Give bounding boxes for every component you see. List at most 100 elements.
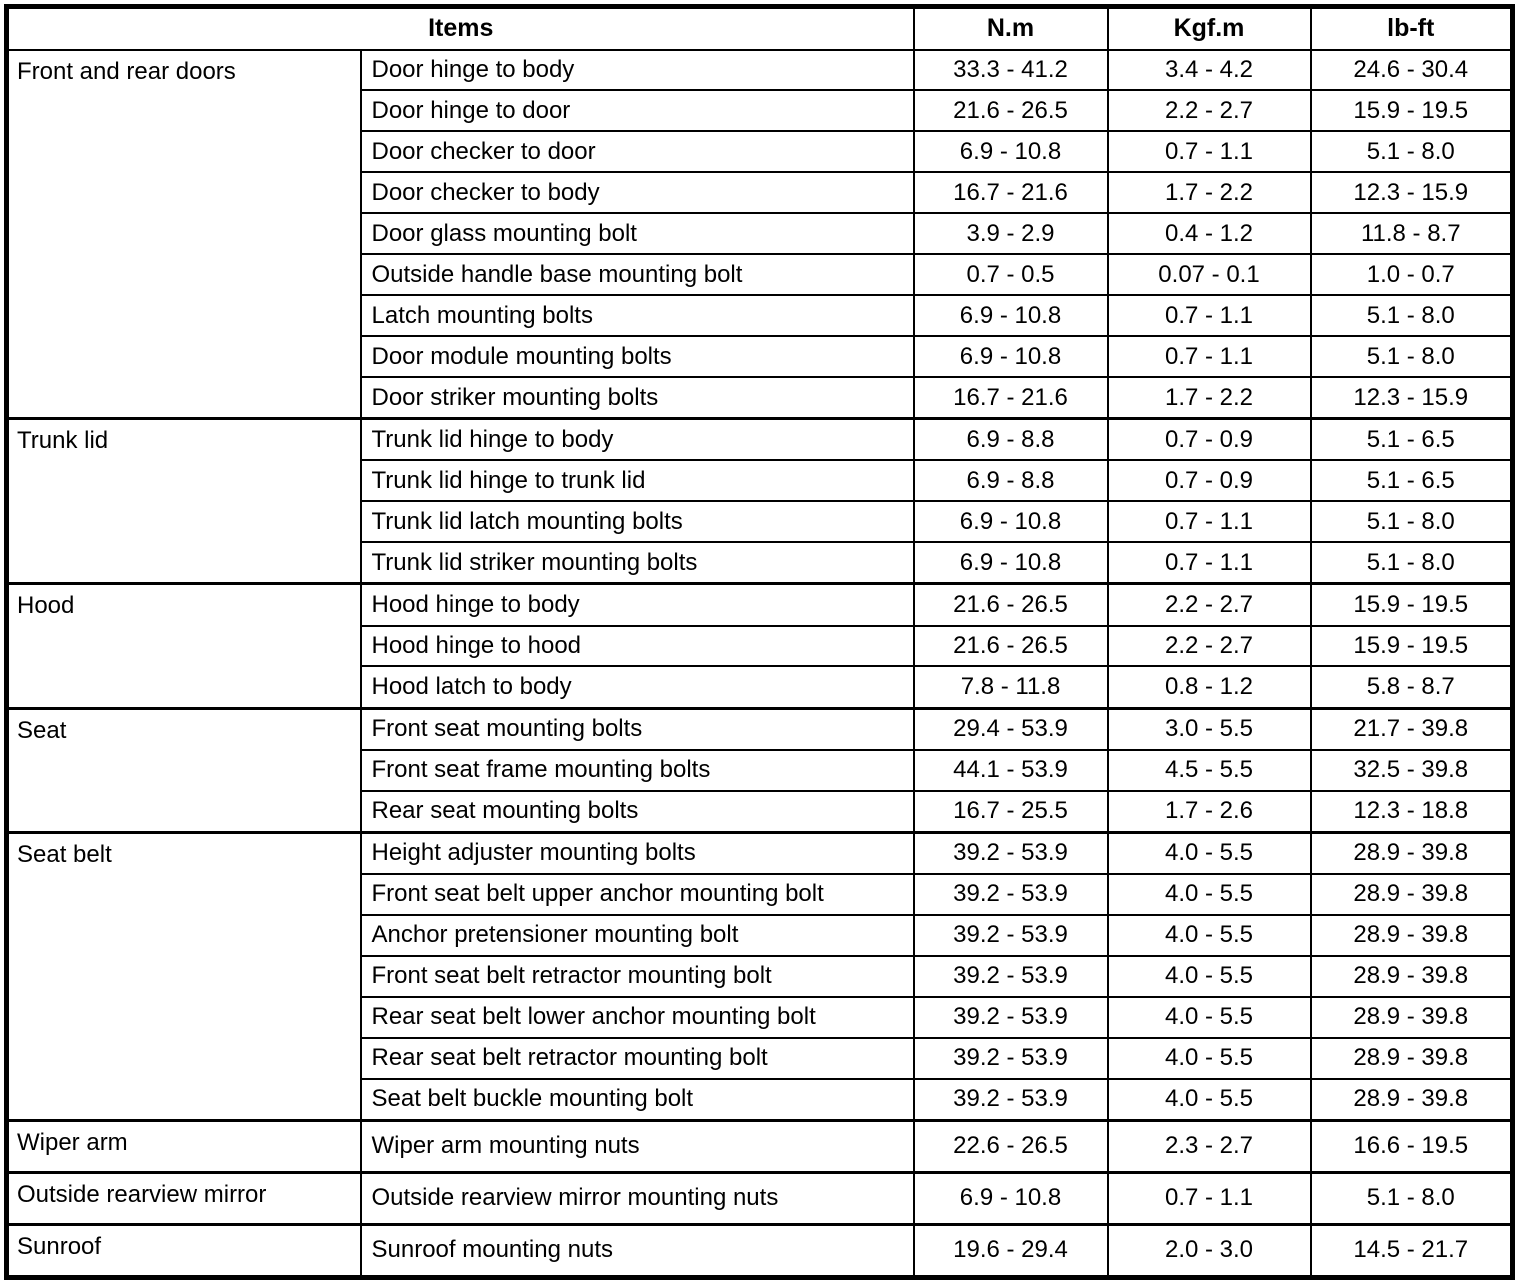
table-row: Door checker to door 6.9 - 10.8 0.7 - 1.1 5…	[7, 130, 1514, 174]
kgfm-value: 2.2 - 2.7	[1106, 624, 1312, 668]
lbft-value: 5.1 - 8.0	[1309, 294, 1514, 338]
lbft-value: 12.3 - 15.9	[1309, 376, 1514, 420]
lbft-value: 5.1 - 8.0	[1309, 541, 1514, 585]
item-cell: Rear seat mounting bolts	[359, 789, 915, 834]
item-cell: Hood hinge to hood	[359, 624, 915, 668]
kgfm-value: 4.0 - 5.5	[1106, 830, 1312, 875]
nm-value: 39.2 - 53.9	[912, 954, 1109, 998]
lbft-value: 5.1 - 8.0	[1309, 335, 1514, 379]
item-cell: Anchor pretensioner mounting bolt	[359, 913, 915, 957]
kgfm-value: 4.0 - 5.5	[1106, 1036, 1312, 1080]
item-cell: Door hinge to door	[359, 89, 915, 133]
nm-value: 6.9 - 10.8	[912, 130, 1109, 174]
lbft-value: 28.9 - 39.8	[1309, 1077, 1514, 1122]
kgfm-value: 0.8 - 1.2	[1106, 665, 1312, 710]
kgfm-value: 4.0 - 5.5	[1106, 872, 1312, 916]
item-cell: Front seat belt upper anchor mounting bo…	[359, 872, 915, 916]
kgfm-value: 1.7 - 2.2	[1106, 171, 1312, 215]
header-row: Items N.m Kgf.m lb-ft	[5, 5, 1514, 51]
nm-value: 39.2 - 53.9	[912, 913, 1109, 957]
kgfm-value: 0.7 - 1.1	[1106, 500, 1312, 544]
table-row: Rear seat belt retractor mounting bolt 39…	[7, 1036, 1514, 1080]
item-cell: Front seat frame mounting bolts	[359, 748, 915, 792]
item-cell: Door checker to door	[359, 130, 915, 174]
lbft-value: 28.9 - 39.8	[1309, 954, 1514, 998]
nm-value: 39.2 - 53.9	[912, 1077, 1109, 1122]
kgfm-value: 2.0 - 3.0	[1106, 1222, 1312, 1279]
item-cell: Trunk lid hinge to trunk lid	[359, 459, 915, 503]
nm-value: 0.7 - 0.5	[912, 253, 1109, 297]
kgfm-value: 0.7 - 1.1	[1106, 335, 1312, 379]
lbft-value: 28.9 - 39.8	[1309, 1036, 1514, 1080]
kgfm-value: 0.7 - 1.1	[1106, 541, 1312, 585]
lbft-value: 5.1 - 6.5	[1309, 417, 1514, 462]
item-cell: Rear seat belt lower anchor mounting bol…	[359, 995, 915, 1039]
lbft-value: 5.1 - 8.0	[1309, 1170, 1514, 1226]
item-cell: Front seat mounting bolts	[359, 706, 915, 751]
item-cell: Hood hinge to body	[359, 582, 915, 627]
nm-value: 22.6 - 26.5	[912, 1118, 1109, 1174]
lbft-value: 12.3 - 15.9	[1309, 171, 1514, 215]
item-cell: Door checker to body	[359, 171, 915, 215]
kgfm-value: 2.3 - 2.7	[1106, 1118, 1312, 1174]
header-items: Items	[5, 5, 915, 51]
nm-value: 6.9 - 10.8	[912, 335, 1109, 379]
table-row: Seat belt Height adjuster mounting bolts 3…	[5, 830, 1514, 1122]
kgfm-value: 0.7 - 0.9	[1106, 459, 1312, 503]
table-row: Hood hinge to hood 21.6 - 26.5 2.2 - 2.7 15…	[7, 624, 1514, 668]
lbft-value: 15.9 - 19.5	[1309, 89, 1514, 133]
nm-value: 6.9 - 10.8	[912, 541, 1109, 585]
nm-value: 3.9 - 2.9	[912, 212, 1109, 256]
lbft-value: 28.9 - 39.8	[1309, 913, 1514, 957]
table-row: Rear seat mounting bolts 16.7 - 25.5 1.7 -…	[7, 789, 1514, 834]
nm-value: 6.9 - 8.8	[912, 459, 1109, 503]
nm-value: 39.2 - 53.9	[912, 872, 1109, 916]
item-cell: Door module mounting bolts	[359, 335, 915, 379]
item-cell: Seat belt buckle mounting bolt	[359, 1077, 915, 1122]
table-row: Sunroof Sunroof mounting nuts 19.6 - 29.4 2…	[5, 1222, 1514, 1279]
nm-value: 16.7 - 25.5	[912, 789, 1109, 834]
table-row: Wiper arm Wiper arm mounting nuts 22.6 - 2…	[5, 1118, 1514, 1174]
nm-value: 16.7 - 21.6	[912, 376, 1109, 420]
torque-spec-table: Items N.m Kgf.m lb-ft Front and rear doo…	[4, 4, 1515, 1280]
item-cell: Rear seat belt retractor mounting bolt	[359, 1036, 915, 1080]
table-row: Seat belt buckle mounting bolt 39.2 - 53.…	[7, 1077, 1514, 1122]
nm-value: 7.8 - 11.8	[912, 665, 1109, 710]
nm-value: 39.2 - 53.9	[912, 995, 1109, 1039]
nm-value: 29.4 - 53.9	[912, 706, 1109, 751]
lbft-value: 5.8 - 8.7	[1309, 665, 1514, 710]
kgfm-value: 4.0 - 5.5	[1106, 954, 1312, 998]
lbft-value: 5.1 - 8.0	[1309, 130, 1514, 174]
kgfm-value: 2.2 - 2.7	[1106, 582, 1312, 627]
table-row: Hood Hood hinge to body 21.6 - 26.5 2.2 - 2…	[5, 582, 1514, 710]
kgfm-value: 0.07 - 0.1	[1106, 253, 1312, 297]
kgfm-value: 2.2 - 2.7	[1106, 89, 1312, 133]
item-cell: Wiper arm mounting nuts	[359, 1118, 915, 1174]
group-label: Sunroof	[5, 1222, 362, 1279]
group-label: Wiper arm	[5, 1118, 362, 1174]
item-cell: Outside rearview mirror mounting nuts	[359, 1170, 915, 1226]
item-cell: Trunk lid latch mounting bolts	[359, 500, 915, 544]
lbft-value: 15.9 - 19.5	[1309, 582, 1514, 627]
lbft-value: 32.5 - 39.8	[1309, 748, 1514, 792]
table-row: Door hinge to door 21.6 - 26.5 2.2 - 2.7 15…	[7, 89, 1514, 133]
kgfm-value: 1.7 - 2.6	[1106, 789, 1312, 834]
item-cell: Hood latch to body	[359, 665, 915, 710]
lbft-value: 15.9 - 19.5	[1309, 624, 1514, 668]
nm-value: 21.6 - 26.5	[912, 624, 1109, 668]
lbft-value: 5.1 - 8.0	[1309, 500, 1514, 544]
table-row: Trunk lid latch mounting bolts 6.9 - 10.8…	[7, 500, 1514, 544]
table-row: Outside handle base mounting bolt 0.7 - 0…	[7, 253, 1514, 297]
table-row: Trunk lid striker mounting bolts 6.9 - 10…	[7, 541, 1514, 585]
nm-value: 19.6 - 29.4	[912, 1222, 1109, 1279]
item-cell: Front seat belt retractor mounting bolt	[359, 954, 915, 998]
lbft-value: 28.9 - 39.8	[1309, 995, 1514, 1039]
item-cell: Sunroof mounting nuts	[359, 1222, 915, 1279]
item-cell: Door glass mounting bolt	[359, 212, 915, 256]
nm-value: 6.9 - 10.8	[912, 1170, 1109, 1226]
lbft-value: 16.6 - 19.5	[1309, 1118, 1514, 1174]
kgfm-value: 0.7 - 1.1	[1106, 294, 1312, 338]
group-label: Seat	[5, 706, 362, 834]
table-row: Hood latch to body 7.8 - 11.8 0.8 - 1.2 5.8…	[7, 665, 1514, 710]
